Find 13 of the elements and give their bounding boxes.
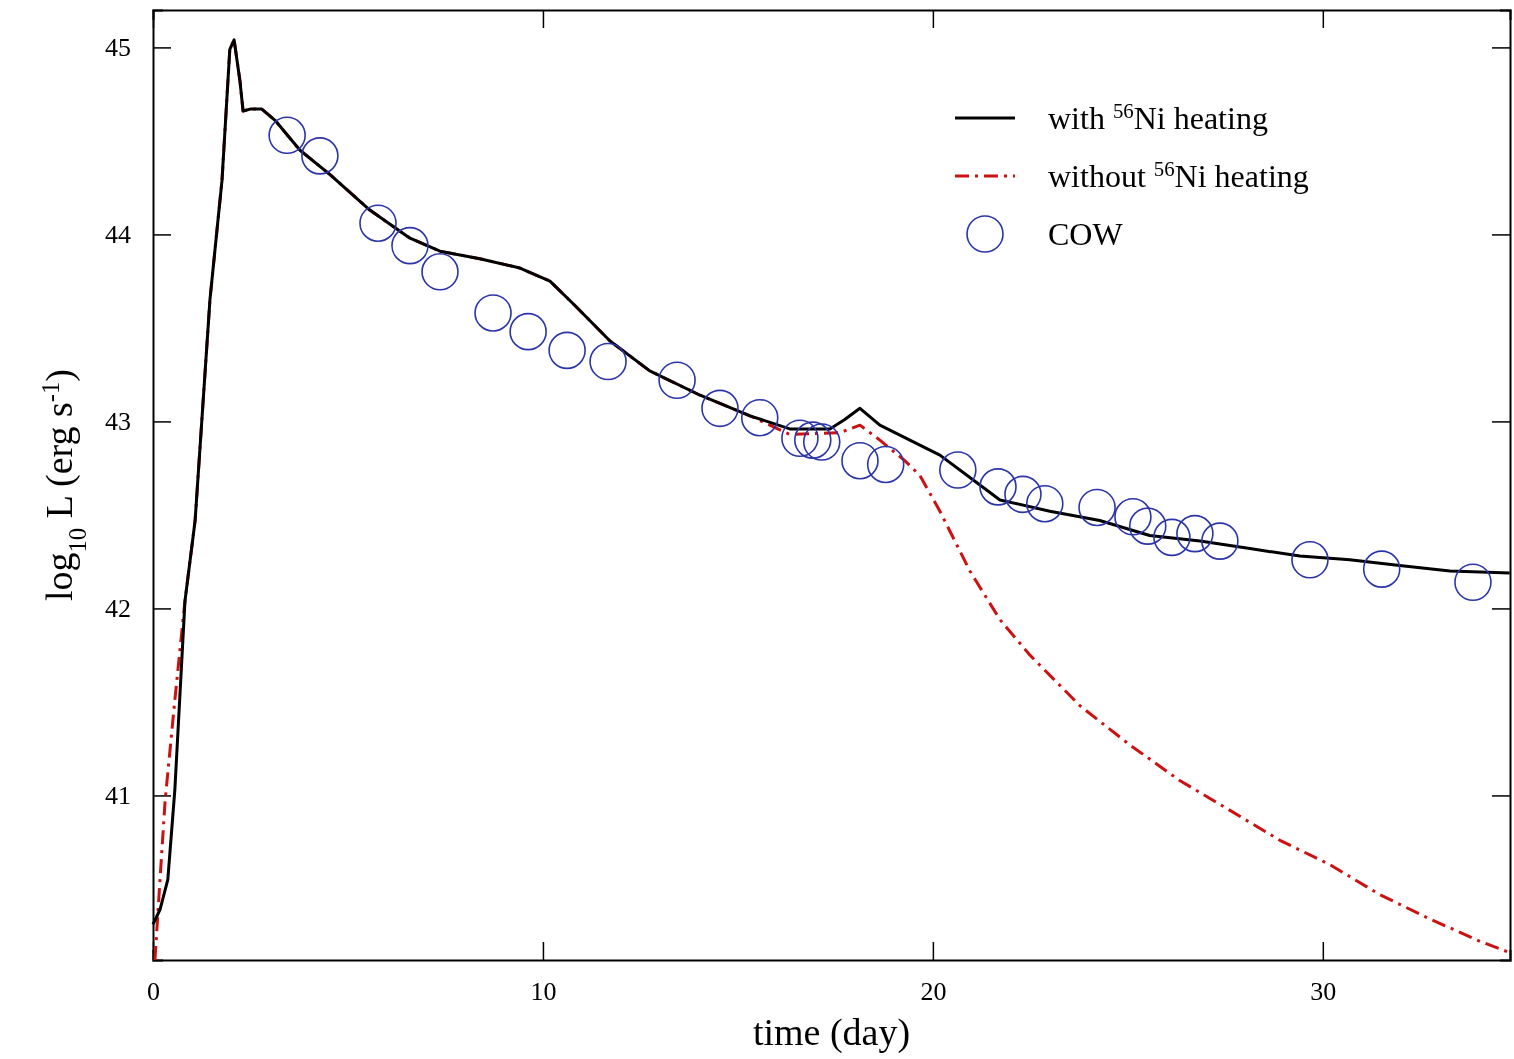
y-tick-label: 45 bbox=[105, 33, 131, 63]
x-tick-label: 10 bbox=[530, 977, 557, 1007]
x-tick-label: 20 bbox=[920, 977, 947, 1007]
y-tick-label: 43 bbox=[105, 407, 131, 437]
y-tick-label: 42 bbox=[105, 594, 131, 624]
x-axis-title: time (day) bbox=[752, 1011, 911, 1054]
y-tick-label: 44 bbox=[105, 220, 131, 250]
y-tick-label: 41 bbox=[105, 781, 131, 811]
legend-label: COW bbox=[1048, 216, 1124, 252]
legend-label: without $^{56}$Ni heating bbox=[1048, 156, 1309, 194]
legend-label: with $^{56}$Ni heating bbox=[1048, 98, 1268, 136]
x-tick-label: 0 bbox=[147, 977, 160, 1007]
x-tick-label: 30 bbox=[1310, 977, 1337, 1007]
